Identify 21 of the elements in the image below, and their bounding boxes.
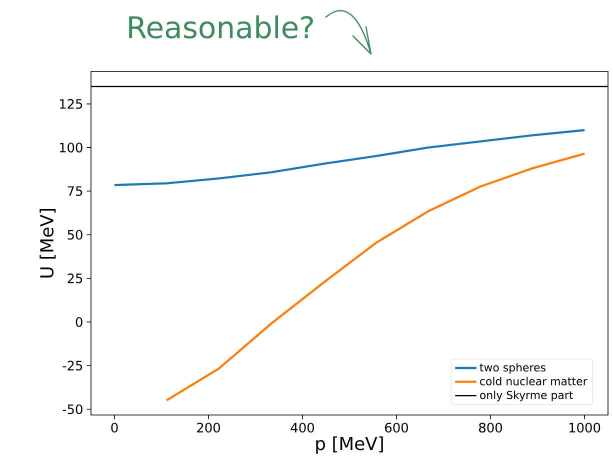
x-tick-label: 1000: [569, 422, 600, 433]
y-axis-title: U [MeV]: [40, 209, 56, 278]
x-axis-title: p [MeV]: [316, 436, 383, 454]
text: Reasonable?: [129, 15, 313, 39]
y-tick-label: 100: [60, 142, 82, 152]
y-tick-label: 50: [68, 230, 82, 240]
x-tick-label: 0: [111, 422, 118, 433]
legend-label: only Skyrme part: [480, 390, 573, 402]
y-tick-label: 25: [68, 273, 82, 284]
line-series: [166, 152, 586, 402]
legend-label: two spheres: [480, 363, 546, 374]
x-tick-label: 200: [197, 422, 220, 433]
x-tick-label: 400: [290, 422, 314, 433]
y-tick-label: 75: [68, 186, 82, 196]
x-tick-label: 800: [479, 422, 502, 433]
y-tick-label: 125: [60, 99, 82, 109]
x-tick-label: 600: [385, 422, 408, 433]
y-tick-label: -50: [62, 404, 82, 414]
y-tick-label: 0: [76, 317, 82, 327]
y-tick-label: -25: [62, 360, 82, 371]
legend-label: cold nuclear matter: [480, 376, 588, 386]
